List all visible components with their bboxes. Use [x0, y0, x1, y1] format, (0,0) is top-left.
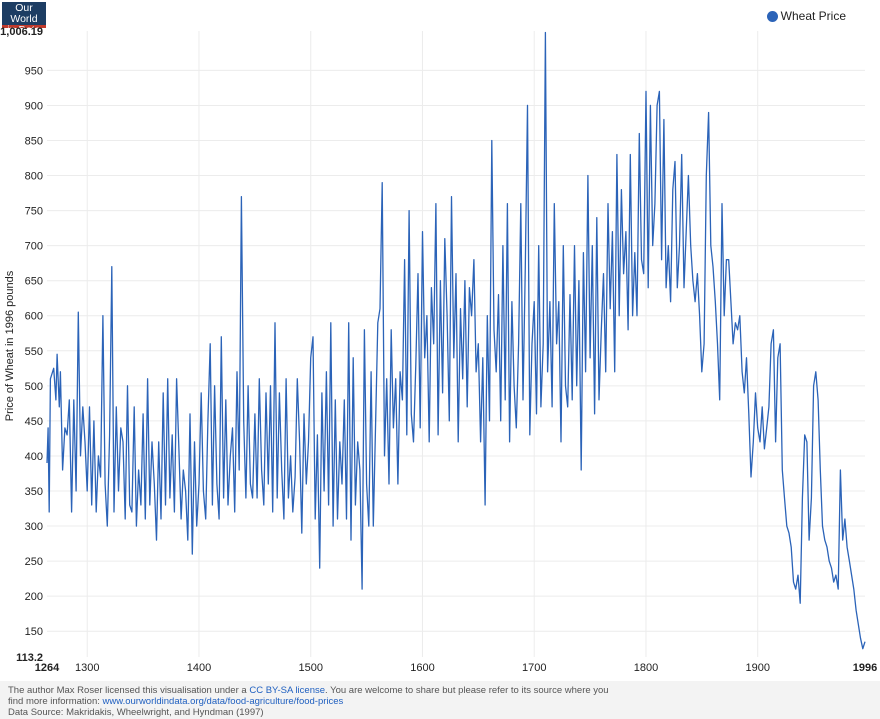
y-tick-label: 950 — [25, 65, 43, 77]
footer-info-text: find more information: — [8, 696, 103, 707]
footer-line-1: The author Max Roser licensed this visua… — [8, 685, 872, 696]
logo-line-1: Our World — [10, 2, 38, 25]
x-tick-label: 1700 — [522, 662, 546, 674]
grid-lines — [47, 31, 865, 657]
y-tick-label: 450 — [25, 416, 43, 428]
y-tick-label: 900 — [25, 100, 43, 112]
y-tick-label: 700 — [25, 241, 43, 253]
legend-label: Wheat Price — [780, 9, 846, 23]
x-tick-label: 1400 — [187, 662, 211, 674]
y-tick-label: 400 — [25, 451, 43, 463]
y-tick-label: 350 — [25, 486, 43, 498]
y-axis-ticks: 1,006.19 950 900 850 800 750 700 650 600 550 500 45… — [0, 26, 43, 664]
x-tick-label: 1996 — [853, 662, 877, 674]
line-chart: 1,006.19 950 900 850 800 750 700 650 600 550 500 45… — [0, 26, 877, 674]
x-tick-label: 1900 — [745, 662, 769, 674]
legend[interactable]: Wheat Price — [766, 9, 846, 23]
y-tick-label: 250 — [25, 556, 43, 568]
y-tick-label: 1,006.19 — [0, 26, 43, 38]
y-tick-label: 550 — [25, 346, 43, 358]
footer-line-2: find more information: www.ourworldindat… — [8, 696, 872, 707]
y-tick-label: 750 — [25, 206, 43, 218]
footer: The author Max Roser licensed this visua… — [0, 681, 880, 719]
x-tick-label: 1300 — [75, 662, 99, 674]
license-link[interactable]: CC BY-SA license — [249, 685, 326, 696]
y-tick-label: 600 — [25, 311, 43, 323]
x-tick-label: 1600 — [410, 662, 434, 674]
legend-marker-icon — [766, 10, 778, 22]
y-tick-label: 200 — [25, 591, 43, 603]
y-tick-label: 500 — [25, 381, 43, 393]
y-tick-label: 850 — [25, 135, 43, 147]
y-tick-label: 300 — [25, 521, 43, 533]
series-group — [46, 31, 866, 650]
series-line-wheat-price — [46, 31, 866, 650]
footer-data-source: Data Source: Makridakis, Wheelwright, an… — [8, 707, 264, 718]
y-tick-label: 150 — [25, 626, 43, 638]
x-tick-label: 1800 — [634, 662, 658, 674]
y-tick-label: 650 — [25, 276, 43, 288]
x-tick-label: 1264 — [35, 662, 60, 674]
logo-line-2: in Data — [7, 24, 41, 36]
y-tick-label: 113.2 — [16, 652, 43, 664]
owid-logo: Our World in Data — [2, 2, 46, 36]
footer-license-text: The author Max Roser licensed this visua… — [8, 685, 250, 696]
source-link[interactable]: www.ourworldindata.org/data/food-agricul… — [102, 696, 344, 707]
x-tick-label: 1500 — [298, 662, 322, 674]
y-tick-label: 800 — [25, 171, 43, 183]
y-axis-label: Price of Wheat in 1996 pounds — [4, 270, 16, 421]
footer-share-text: . You are welcome to share but please re… — [325, 685, 609, 696]
x-axis-ticks: 1264 1300 1400 1500 1600 1700 1800 1900 1996 — [35, 662, 877, 674]
